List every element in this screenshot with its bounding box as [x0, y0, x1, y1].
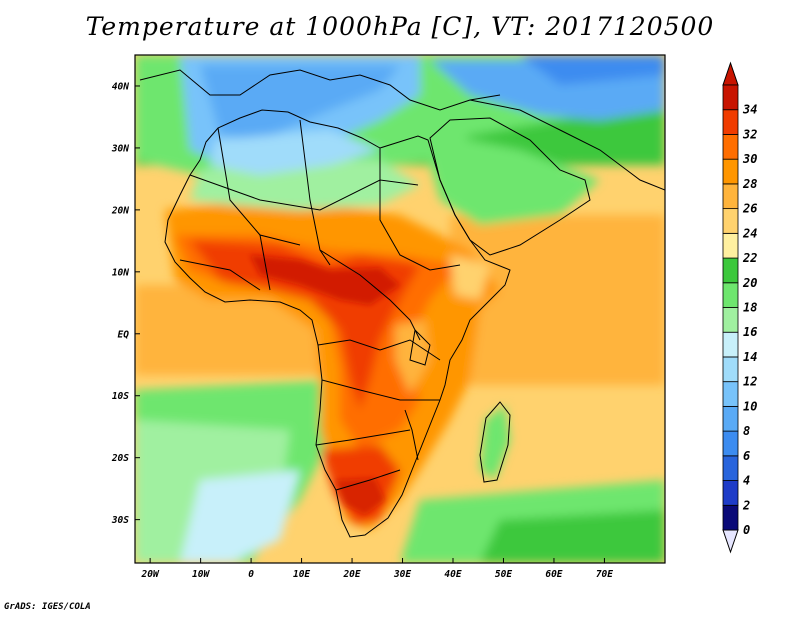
colorbar-label: 30 — [742, 152, 757, 166]
coastlines — [139, 69, 665, 538]
x-tick-label: 40E — [444, 569, 461, 580]
colorbar-label: 2 — [742, 498, 750, 512]
x-tick-label: 20E — [342, 569, 360, 580]
colorbar-label: 6 — [743, 449, 750, 463]
colorbar-swatch — [722, 307, 739, 333]
map-axes: 20W 10W 0 10E 20E 30E 40E 50E 60E 70E 40N 30N 20N 10N… — [111, 81, 613, 580]
colorbar-label: 0 — [743, 523, 750, 537]
colorbar-swatch — [722, 208, 739, 234]
colorbar-swatch — [722, 257, 739, 284]
colorbar-over-triangle — [722, 61, 739, 86]
colorbar-label: 8 — [743, 424, 750, 438]
x-tick-label: 30E — [393, 569, 411, 580]
colorbar-swatch — [722, 504, 739, 531]
colorbar-label: 12 — [743, 375, 757, 389]
colorbar-label: 14 — [743, 350, 757, 364]
y-tick-label: 10S — [112, 391, 129, 402]
x-tick-label: 10W — [192, 569, 210, 580]
colorbar-swatch — [722, 430, 739, 457]
x-tick-label: 60E — [545, 569, 562, 580]
colorbar-label: 28 — [742, 177, 757, 191]
y-tick-label: 10N — [112, 267, 129, 278]
colorbar-label: 24 — [742, 226, 757, 240]
colorbar-swatch — [722, 84, 739, 111]
chart-title: Temperature at 1000hPa [C], VT: 20171205… — [85, 12, 715, 41]
colorbar-label: 4 — [743, 474, 750, 488]
plot-frame — [134, 54, 666, 564]
colorbar-label: 20 — [742, 276, 757, 290]
colorbar-label: 16 — [743, 325, 757, 339]
colorbar-swatch — [722, 356, 739, 383]
colorbar-swatch — [722, 381, 739, 407]
colorbar-label: 10 — [743, 399, 757, 413]
colorbar-swatch — [722, 282, 739, 308]
colorbar-label: 26 — [742, 202, 757, 216]
x-tick-label: 10E — [293, 569, 310, 580]
colorbar-swatch — [722, 232, 739, 259]
temperature-field — [135, 55, 665, 563]
colorbar-swatch — [722, 109, 739, 135]
colorbar-swatch — [722, 134, 739, 160]
y-tick-label: 30N — [111, 143, 129, 154]
colorbar-label: 22 — [742, 251, 757, 265]
colorbar-swatch — [722, 158, 739, 185]
x-tick-label: 70E — [596, 569, 613, 580]
colorbar-swatch — [722, 405, 739, 432]
y-tick-label: EQ — [118, 329, 130, 340]
y-tick-label: 20N — [111, 205, 129, 216]
colorbar-swatch — [722, 455, 739, 481]
y-tick-label: 40N — [112, 81, 129, 92]
colorbar-under-triangle — [722, 529, 739, 554]
colorbar-label: 18 — [743, 301, 757, 315]
colorbar-label: 34 — [742, 103, 757, 117]
x-tick-label: 50E — [495, 569, 512, 580]
credit-text: GrADS: IGES/COLA — [4, 602, 91, 612]
colorbar-swatch — [722, 331, 739, 358]
colorbar-label: 32 — [742, 127, 757, 141]
y-tick-label: 30S — [111, 515, 129, 526]
colorbar-swatch — [722, 480, 739, 506]
x-tick-label: 20W — [141, 569, 160, 580]
colorbar-swatch — [722, 183, 739, 210]
x-tick-label: 0 — [248, 569, 254, 580]
y-tick-label: 20S — [111, 453, 129, 464]
